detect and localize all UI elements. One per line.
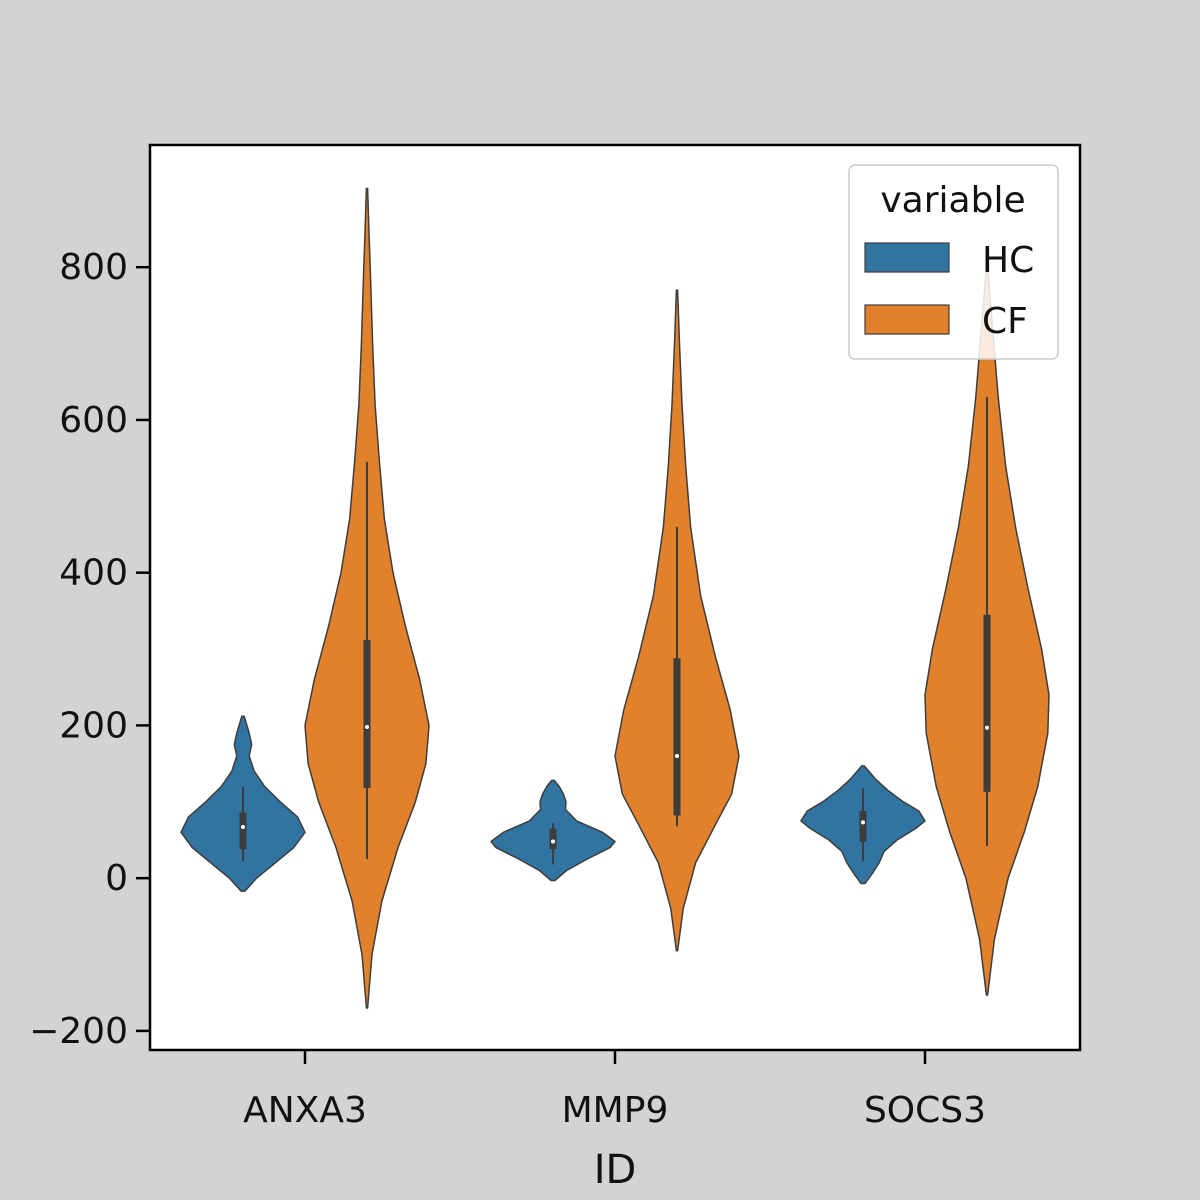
x-axis-title: ID — [594, 1147, 637, 1193]
legend: variable HC CF — [848, 164, 1059, 360]
median-hc-anxa3 — [241, 824, 245, 829]
median-hc-mmp9 — [551, 839, 555, 844]
y-tick-label: 600 — [59, 400, 128, 441]
box-cf-anxa3 — [363, 639, 371, 789]
box-cf-socs3 — [983, 614, 991, 792]
legend-swatch-hc — [864, 242, 950, 273]
violins-group — [180, 187, 1050, 1009]
y-tick-label: 200 — [59, 705, 128, 746]
median-cf-mmp9 — [675, 753, 679, 758]
y-tick-label: 400 — [59, 553, 128, 594]
box-hc-mmp9 — [549, 828, 557, 850]
legend-title: variable — [880, 180, 1025, 221]
x-tick-label: SOCS3 — [864, 1090, 986, 1131]
box-cf-mmp9 — [673, 658, 681, 816]
legend-label-cf: CF — [982, 301, 1028, 342]
legend-swatch-cf — [864, 304, 950, 335]
y-tick-label: 800 — [59, 247, 128, 288]
median-hc-socs3 — [861, 820, 865, 825]
x-tick-label: ANXA3 — [243, 1090, 367, 1131]
y-tick-label: −200 — [29, 1011, 128, 1052]
x-axis: ANXA3 MMP9 SOCS3 — [243, 1050, 986, 1131]
x-tick-label: MMP9 — [562, 1090, 669, 1131]
y-tick-label: 0 — [105, 858, 128, 899]
box-hc-socs3 — [859, 810, 867, 842]
median-cf-socs3 — [985, 725, 989, 730]
legend-label-hc: HC — [982, 240, 1034, 281]
box-hc-anxa3 — [239, 812, 247, 850]
y-axis: −200 0 200 400 600 800 — [29, 247, 150, 1052]
median-cf-anxa3 — [365, 724, 369, 729]
